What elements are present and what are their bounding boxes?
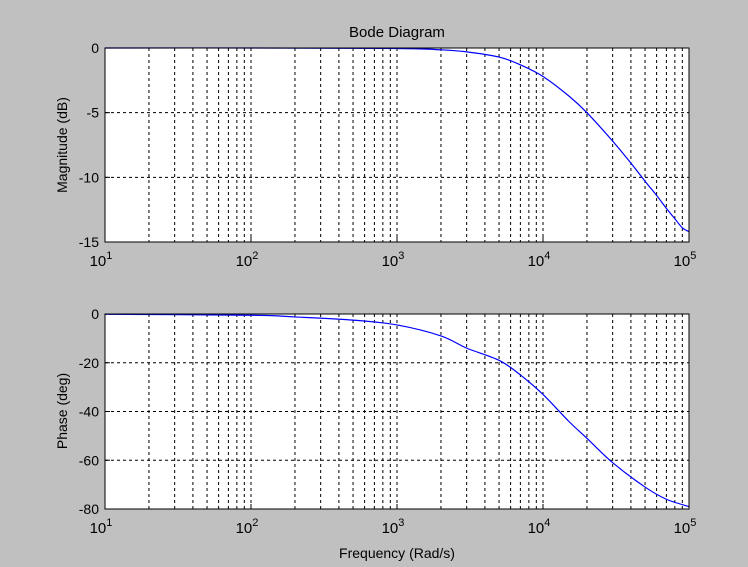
phase-y-tick-label: -20 bbox=[79, 355, 99, 371]
phase-y-tick-label: -80 bbox=[79, 501, 99, 517]
phase-x-tick-label: 105 bbox=[674, 517, 697, 537]
phase-y-tick-label: -40 bbox=[79, 404, 99, 420]
magnitude-y-tick-label: -10 bbox=[79, 169, 99, 185]
magnitude-grid bbox=[105, 48, 689, 242]
magnitude-y-ticks: 0 -5 -10 -15 bbox=[79, 40, 110, 250]
phase-x-tick-label: 104 bbox=[528, 517, 551, 537]
magnitude-panel: Bode Diagram 0 -5 -10 -15 101 102 103 104 105 M… bbox=[54, 24, 696, 270]
phase-panel: 0 -20 -40 -60 -80 101 102 103 104 105 Phase (deg… bbox=[54, 306, 696, 561]
magnitude-x-tick-label: 103 bbox=[382, 250, 405, 270]
phase-y-axis-label: Phase (deg) bbox=[54, 373, 70, 449]
phase-x-tick-label: 101 bbox=[90, 517, 113, 537]
phase-series-line bbox=[104, 313, 690, 508]
magnitude-x-tick-label: 105 bbox=[674, 250, 697, 270]
magnitude-y-tick-label: 0 bbox=[91, 40, 99, 56]
phase-series bbox=[104, 313, 690, 508]
magnitude-x-tick-label: 102 bbox=[236, 250, 259, 270]
phase-x-ticks: 101 102 103 104 105 bbox=[90, 504, 697, 537]
magnitude-series-line bbox=[104, 47, 690, 233]
phase-y-tick-label: -60 bbox=[79, 452, 99, 468]
magnitude-series bbox=[104, 47, 690, 233]
chart-title: Bode Diagram bbox=[349, 24, 445, 41]
magnitude-x-tick-label: 101 bbox=[90, 250, 113, 270]
magnitude-y-axis-label: Magnitude (dB) bbox=[54, 97, 70, 193]
magnitude-y-tick-label: -5 bbox=[87, 105, 100, 121]
magnitude-x-ticks: 101 102 103 104 105 bbox=[90, 237, 697, 270]
x-axis-label: Frequency (Rad/s) bbox=[339, 545, 455, 561]
phase-x-tick-label: 102 bbox=[236, 517, 259, 537]
magnitude-y-tick-label: -15 bbox=[79, 234, 99, 250]
phase-y-ticks: 0 -20 -40 -60 -80 bbox=[79, 306, 110, 517]
phase-x-tick-label: 103 bbox=[382, 517, 405, 537]
phase-y-tick-label: 0 bbox=[91, 306, 99, 322]
magnitude-x-tick-label: 104 bbox=[528, 250, 551, 270]
phase-grid bbox=[105, 314, 689, 509]
